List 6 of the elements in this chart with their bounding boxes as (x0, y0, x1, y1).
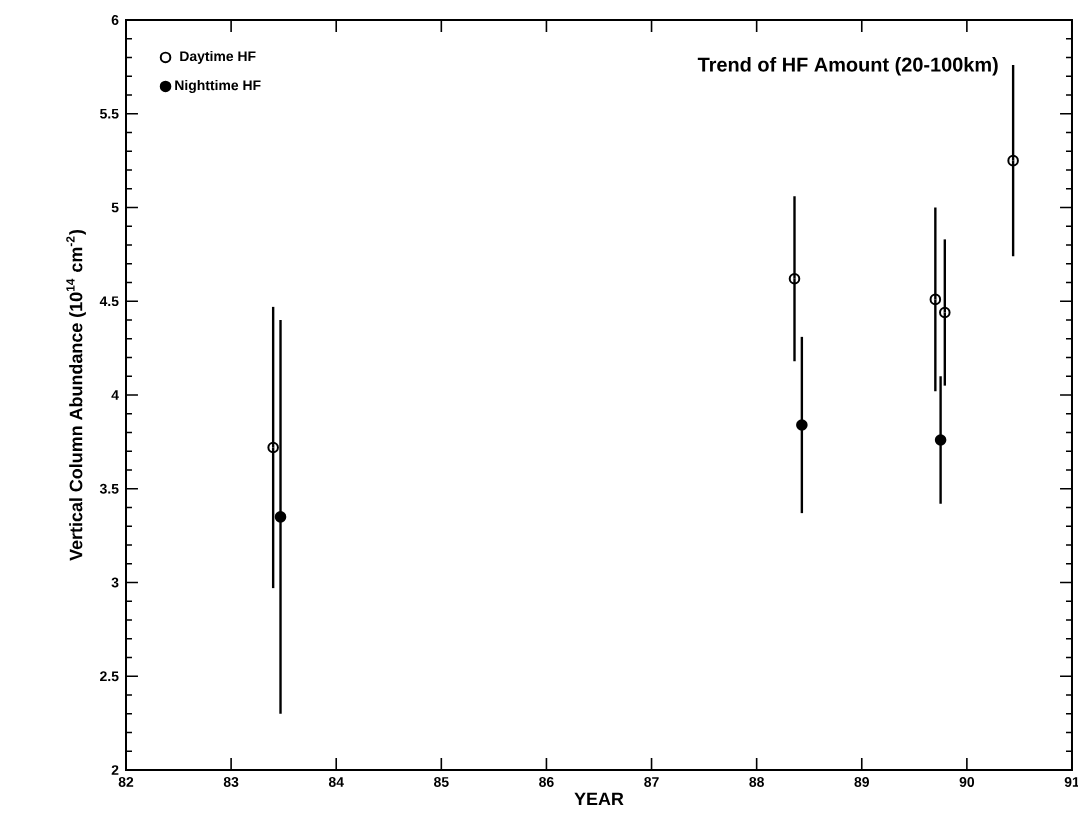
point (796, 419, 808, 431)
x-axis-title: YEAR (574, 792, 624, 805)
y-axis-title: Vertical Column Abundance (10$^{14}$ cm$^{-2}$) (66, 229, 86, 561)
text: Trend of HF Amount (20-100km) (697, 57, 998, 76)
point (274, 511, 287, 523)
point (934, 434, 947, 446)
